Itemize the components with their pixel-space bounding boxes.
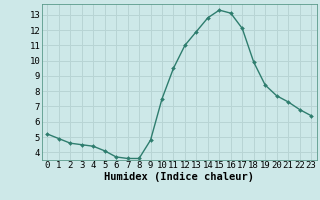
X-axis label: Humidex (Indice chaleur): Humidex (Indice chaleur) [104,172,254,182]
